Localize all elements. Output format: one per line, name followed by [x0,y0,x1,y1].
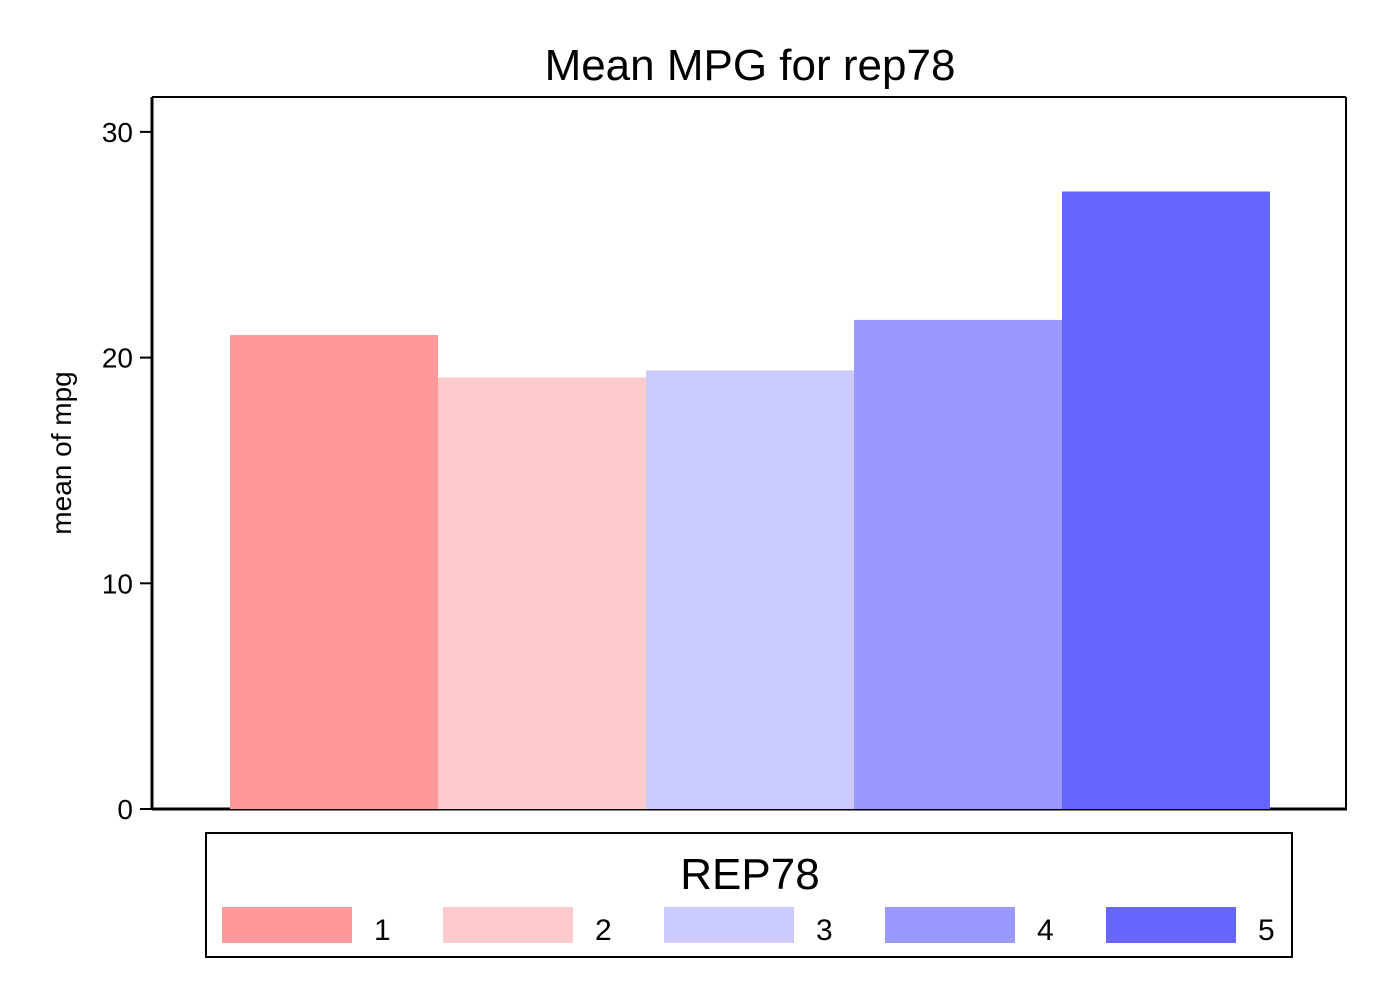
y-tick-label: 20 [102,343,133,374]
y-axis-ticks: 0 10 20 30 [102,117,152,825]
bar-2 [438,377,646,809]
y-tick-label: 0 [117,794,133,825]
legend-label-2: 2 [595,914,612,947]
legend-items: 1 2 3 4 5 [222,907,1275,947]
legend-label-4: 4 [1037,914,1054,947]
bar-4 [854,319,1062,809]
legend-swatch-4 [885,907,1015,943]
legend-label-1: 1 [374,914,391,947]
legend-swatch-3 [664,907,794,943]
legend-title: REP78 [680,850,819,899]
legend-swatch-5 [1106,907,1236,943]
legend-label-3: 3 [816,914,833,947]
legend-label-5: 5 [1258,914,1275,947]
plot-area: 0 10 20 30 [102,96,1347,825]
y-tick-label: 10 [102,568,133,599]
legend-swatch-2 [443,907,573,943]
legend-swatch-1 [222,907,352,943]
y-tick-label: 30 [102,117,133,148]
chart-title: Mean MPG for rep78 [545,41,956,90]
bar-3 [646,370,854,809]
legend: REP78 1 2 3 4 5 [205,832,1293,958]
y-axis-label: mean of mpg [46,371,77,534]
bar-5 [1062,191,1270,809]
bar-1 [230,335,438,809]
bar-group [230,191,1270,809]
